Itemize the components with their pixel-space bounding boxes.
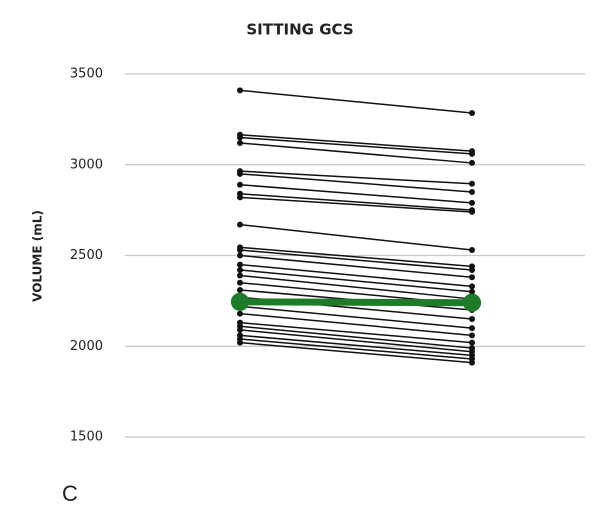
series-line — [239, 142, 473, 164]
point — [469, 283, 475, 290]
point — [237, 134, 243, 141]
point — [469, 188, 475, 195]
series-line — [239, 196, 473, 213]
point — [237, 221, 243, 228]
point — [469, 247, 475, 254]
point — [469, 208, 475, 215]
chart-title: SITTING GCS — [246, 21, 353, 39]
point — [469, 359, 475, 366]
y-tick-label: 3500 — [70, 67, 103, 82]
point — [469, 325, 475, 332]
series-line — [239, 136, 473, 155]
point — [462, 293, 482, 312]
point — [237, 87, 243, 94]
point — [469, 159, 475, 166]
point — [237, 272, 243, 279]
series-line — [239, 246, 473, 268]
series-line — [239, 341, 473, 364]
y-tick-label: 2000 — [70, 339, 103, 354]
series-line — [239, 334, 473, 357]
series-line — [239, 249, 473, 271]
series-line — [239, 89, 473, 114]
series-line — [239, 254, 473, 279]
series-line — [239, 321, 473, 344]
point — [237, 194, 243, 201]
point — [469, 150, 475, 157]
series-line — [239, 305, 473, 329]
y-axis-label: VOLUME (mL) — [31, 210, 45, 302]
point — [469, 339, 475, 346]
point — [469, 316, 475, 323]
point — [237, 139, 243, 146]
series-line — [239, 263, 473, 288]
point — [237, 247, 243, 254]
series-line — [239, 193, 473, 211]
series-line — [239, 298, 473, 307]
y-tick-label: 3000 — [70, 157, 103, 172]
point — [237, 279, 243, 286]
point — [237, 326, 243, 333]
point — [469, 332, 475, 339]
point — [237, 261, 243, 268]
point — [237, 310, 243, 317]
series-line — [239, 134, 473, 152]
point — [237, 286, 243, 293]
point — [469, 199, 475, 206]
y-tick-label: 1500 — [70, 430, 103, 445]
point — [237, 170, 243, 177]
point — [469, 180, 475, 187]
series-line — [239, 325, 473, 349]
series-line — [239, 338, 473, 360]
series-line — [239, 183, 473, 204]
panel-label: C — [62, 481, 78, 506]
point — [230, 292, 250, 311]
point — [237, 252, 243, 259]
series-line — [239, 170, 473, 185]
point — [469, 274, 475, 281]
y-tick-label: 2500 — [70, 248, 103, 263]
point — [469, 288, 475, 295]
series-line — [239, 274, 473, 300]
point — [237, 267, 243, 274]
series-line — [239, 173, 473, 193]
series-line — [239, 223, 473, 251]
point — [469, 110, 475, 117]
series-line — [239, 312, 473, 337]
point — [469, 267, 475, 274]
series-line — [239, 269, 473, 293]
series-line — [239, 329, 473, 353]
point — [237, 339, 243, 346]
point — [237, 181, 243, 188]
